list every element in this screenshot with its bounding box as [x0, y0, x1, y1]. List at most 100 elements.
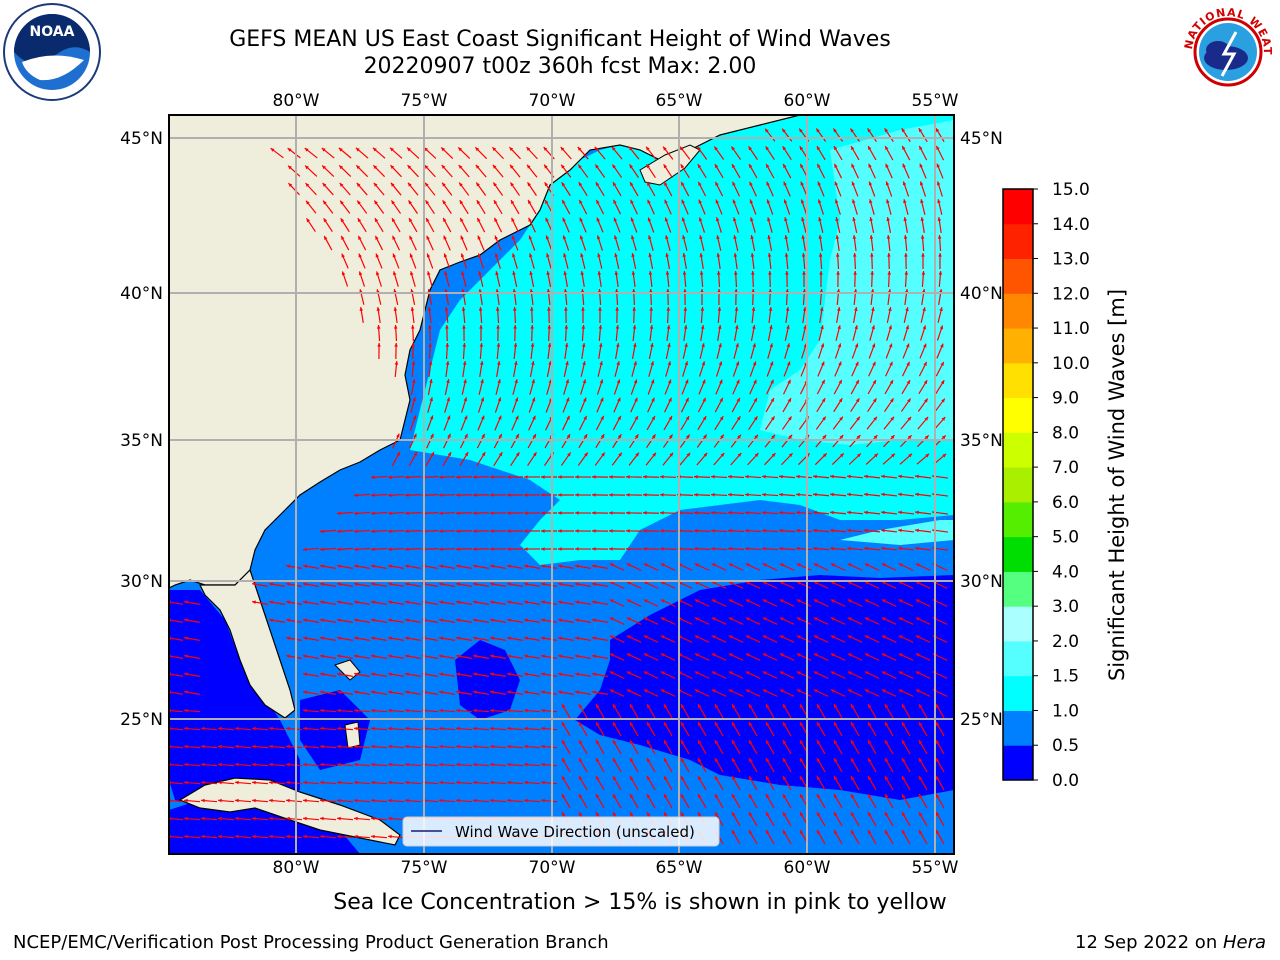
wave-direction-arrowhead: [439, 600, 443, 605]
wave-direction-arrowhead: [915, 563, 920, 567]
wave-direction-arrowhead: [834, 812, 838, 817]
wave-direction-arrowhead: [394, 343, 398, 347]
wave-direction-arrowhead: [753, 398, 757, 402]
wave-direction-arrowhead: [839, 453, 844, 458]
wave-direction-arrowhead: [854, 325, 858, 330]
wave-direction-arrowhead: [787, 398, 792, 403]
wave-direction-arrowhead: [614, 253, 618, 258]
wave-direction-arrowhead: [852, 235, 857, 239]
wave-direction-arrowhead: [816, 128, 820, 133]
wave-direction-arrowhead: [905, 325, 910, 330]
wave-direction-arrowhead: [885, 163, 889, 168]
wave-direction-arrowhead: [924, 398, 928, 403]
wave-direction-arrowhead: [694, 635, 699, 639]
wave-direction-arrowhead: [664, 722, 668, 727]
wave-direction-arrowhead: [473, 564, 477, 569]
wave-direction-arrowhead: [354, 672, 358, 677]
wave-direction-arrowhead: [575, 672, 579, 677]
wave-direction-arrowhead: [915, 492, 919, 497]
wave-direction-arrowhead: [575, 654, 579, 659]
wave-direction-arrowhead: [885, 704, 889, 709]
wave-direction-arrowhead: [388, 547, 392, 552]
wave-direction-arrowhead: [462, 361, 467, 365]
wave-direction-arrowhead: [714, 146, 718, 151]
wave-direction-arrowhead: [405, 511, 409, 516]
wave-direction-arrowhead: [575, 582, 579, 587]
wave-direction-arrowhead: [375, 271, 380, 276]
colorbar-swatch: [1003, 606, 1033, 642]
wave-direction-arrowhead: [838, 379, 842, 384]
wave-direction-arrowhead: [941, 416, 946, 421]
wave-direction-arrowhead: [915, 635, 920, 639]
wave-direction-arrowhead: [779, 492, 783, 497]
wave-direction-arrowhead: [902, 145, 906, 150]
wave-direction-arrowhead: [785, 271, 789, 275]
wave-direction-arrowhead: [920, 199, 924, 204]
wave-direction-arrowhead: [337, 834, 341, 839]
wave-direction-arrowhead: [514, 361, 518, 365]
colorbar-swatch: [1003, 189, 1033, 225]
wave-direction-arrowhead: [698, 722, 702, 727]
wave-direction-arrowhead: [919, 812, 923, 817]
colorbar-tick-label: 4.0: [1052, 562, 1079, 582]
wave-direction-arrowhead: [890, 416, 895, 421]
wave-direction-arrowhead: [409, 253, 414, 258]
wave-direction-arrowhead: [868, 776, 872, 781]
wave-direction-arrowhead: [650, 343, 654, 348]
wave-direction-arrowhead: [337, 564, 341, 569]
wave-direction-arrowhead: [830, 546, 834, 551]
wave-direction-arrowhead: [235, 798, 239, 803]
wave-direction-arrowhead: [528, 200, 532, 205]
wave-direction-arrowhead: [412, 397, 416, 402]
wave-direction-arrowhead: [541, 726, 545, 731]
wave-direction-arrowhead: [337, 690, 341, 695]
wave-direction-arrowhead: [660, 511, 664, 515]
wave-direction-arrowhead: [320, 547, 324, 552]
wave-direction-arrowhead: [426, 217, 430, 222]
wave-direction-arrowhead: [320, 672, 324, 677]
wave-direction-arrowhead: [936, 740, 940, 745]
wave-direction-arrowhead: [592, 654, 596, 659]
wave-direction-arrowhead: [683, 289, 687, 293]
wave-direction-arrowhead: [424, 165, 429, 169]
wave-direction-arrowhead: [908, 453, 912, 458]
wave-direction-arrowhead: [631, 235, 635, 240]
wave-direction-arrowhead: [626, 689, 631, 693]
wave-direction-arrowhead: [609, 581, 614, 585]
wave-direction-arrowhead: [884, 128, 889, 133]
wave-direction-arrowhead: [337, 708, 341, 713]
wave-direction-arrowhead: [546, 253, 550, 258]
wave-direction-arrowhead: [915, 528, 919, 533]
wave-direction-arrowhead: [660, 547, 664, 551]
colorbar-swatch: [1003, 501, 1033, 538]
wave-direction-arrowhead: [902, 740, 906, 745]
wave-direction-arrowhead: [800, 704, 804, 709]
wave-direction-arrowhead: [490, 529, 494, 533]
wave-direction-arrowhead: [783, 722, 787, 727]
wave-direction-arrowhead: [643, 599, 648, 603]
lon-label-bottom: 75°W: [401, 858, 448, 878]
wave-direction-arrowhead: [439, 708, 443, 713]
wave-direction-arrowhead: [786, 343, 791, 348]
wave-direction-arrowhead: [481, 452, 486, 457]
wave-direction-arrowhead: [694, 653, 699, 657]
wave-direction-arrowhead: [617, 397, 621, 402]
wave-direction-arrowhead: [813, 474, 817, 479]
wave-direction-arrowhead: [286, 780, 290, 785]
wave-direction-arrowhead: [495, 271, 499, 276]
wave-direction-arrowhead: [396, 451, 400, 456]
wave-direction-arrowhead: [663, 164, 668, 169]
wave-direction-arrowhead: [405, 744, 409, 749]
wave-direction-arrowhead: [354, 511, 358, 516]
wave-direction-arrowhead: [562, 704, 566, 709]
footer-date: 12 Sep 2022 on Hera: [1075, 932, 1266, 953]
wave-direction-arrowhead: [749, 776, 753, 781]
wave-direction-arrowhead: [685, 416, 690, 421]
wave-direction-arrowhead: [490, 564, 494, 569]
wave-direction-arrowhead: [524, 618, 528, 623]
wave-direction-arrowhead: [847, 689, 852, 693]
wave-direction-arrowhead: [616, 361, 620, 366]
wave-direction-arrowhead: [701, 361, 706, 366]
wave-direction-arrowhead: [443, 217, 447, 222]
wave-direction-arrowhead: [613, 704, 617, 709]
